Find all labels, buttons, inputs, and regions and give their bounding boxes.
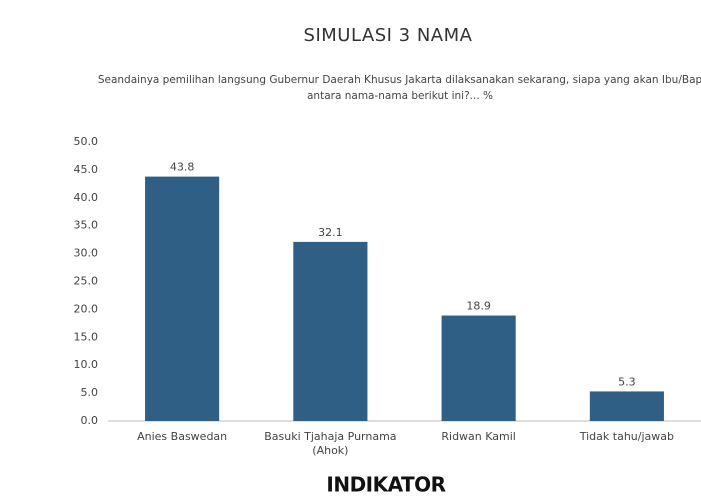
- chart-subtitle: Seandainya pemilihan langsung Gubernur D…: [98, 74, 701, 86]
- bar: [293, 241, 368, 421]
- y-tick-label: 0.0: [81, 414, 99, 427]
- y-tick-label: 45.0: [74, 163, 99, 176]
- y-tick-label: 40.0: [74, 191, 99, 204]
- data-label: 18.9: [466, 300, 491, 313]
- y-tick-label: 20.0: [74, 302, 99, 315]
- x-tick-label: Tidak tahu/jawab: [579, 430, 674, 443]
- chart-subtitle: antara nama-nama berikut ini?... %: [307, 90, 493, 102]
- bar: [441, 315, 516, 421]
- logo: INDIKATOR: [326, 473, 445, 497]
- data-label: 32.1: [318, 226, 343, 239]
- y-tick-label: 10.0: [74, 358, 99, 371]
- y-tick-label: 35.0: [74, 219, 99, 232]
- bar: [589, 391, 664, 421]
- data-label: 43.8: [170, 161, 195, 174]
- x-tick-label: Anies Baswedan: [137, 430, 228, 443]
- x-tick-label: Basuki Tjahaja Purnama (Ahok): [264, 430, 397, 457]
- y-tick-label: 30.0: [74, 247, 99, 260]
- x-tick-label: Ridwan Kamil: [441, 430, 516, 443]
- y-tick-label: 50.0: [74, 135, 99, 148]
- y-tick-label: 15.0: [74, 330, 99, 343]
- data-label: 5.3: [618, 375, 636, 388]
- y-tick-label: 5.0: [81, 386, 99, 399]
- chart-title: SIMULASI 3 NAMA: [304, 25, 473, 46]
- y-tick-label: 25.0: [74, 275, 99, 288]
- bar: [145, 176, 220, 421]
